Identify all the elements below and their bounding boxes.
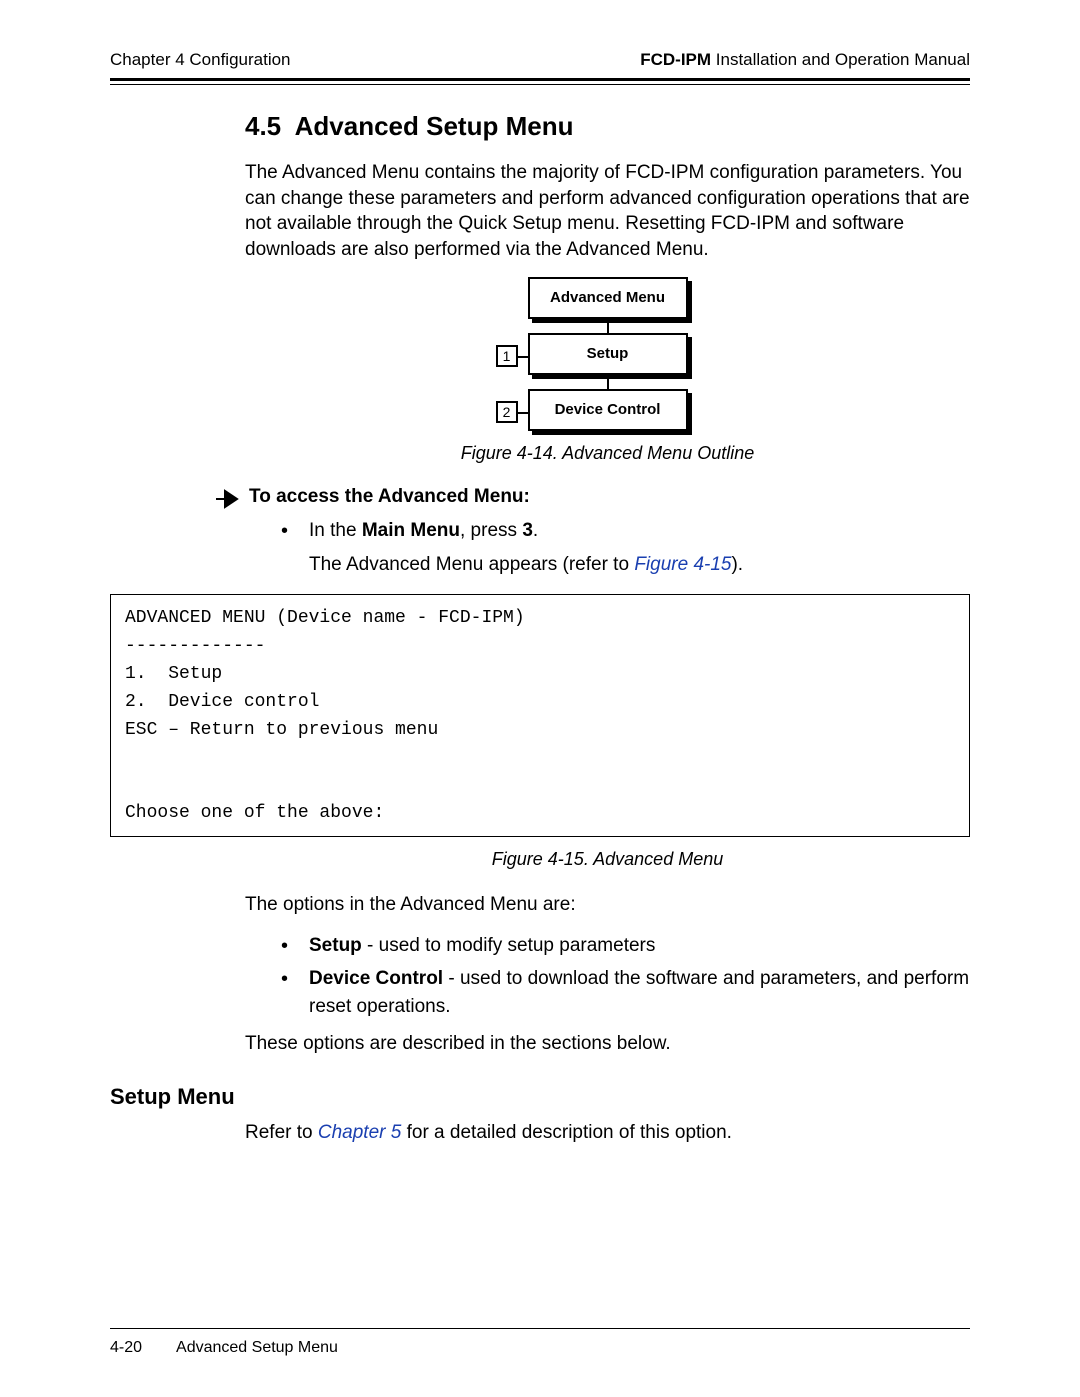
diagram-connector (607, 319, 609, 333)
footer-title: Advanced Setup Menu (176, 1339, 338, 1357)
menu-diagram: Advanced Menu 1 Setup 2 Device Control (245, 277, 970, 431)
page-footer: 4-20 Advanced Setup Menu (110, 1328, 970, 1357)
step-text: , press (460, 520, 522, 541)
diagram-node-advanced-menu: Advanced Menu (528, 277, 688, 319)
section-title: 4.5 Advanced Setup Menu (245, 111, 970, 142)
subsection-text: Refer to Chapter 5 for a detailed descri… (245, 1120, 970, 1146)
procedure-result: The Advanced Menu appears (refer to Figu… (309, 554, 970, 576)
diagram-node-tag: 2 (496, 401, 518, 423)
section-number: 4.5 (245, 111, 281, 141)
procedure-step: In the Main Menu, press 3. (281, 517, 970, 545)
header-right: FCD-IPM Installation and Operation Manua… (640, 50, 970, 70)
header-rule-thin (110, 84, 970, 85)
options-outro: These options are described in the secti… (245, 1031, 970, 1057)
step-bold: Main Menu (362, 520, 460, 541)
header-right-rest: Installation and Operation Manual (711, 50, 970, 69)
diagram-node-label: Advanced Menu (550, 289, 665, 306)
section-intro: The Advanced Menu contains the majority … (245, 160, 970, 263)
diagram-node-setup: 1 Setup (528, 333, 688, 375)
procedure-heading: To access the Advanced Menu: (249, 486, 530, 508)
options-intro: The options in the Advanced Menu are: (245, 892, 970, 918)
option-item-device-control: Device Control - used to download the so… (281, 965, 970, 1020)
option-bold: Device Control (309, 968, 443, 989)
figure-caption-14: Figure 4-14. Advanced Menu Outline (245, 443, 970, 464)
procedure-arrow-icon (215, 489, 241, 509)
chapter-link-5[interactable]: Chapter 5 (318, 1122, 401, 1143)
figure-caption-15: Figure 4-15. Advanced Menu (245, 849, 970, 870)
diagram-node-label: Setup (587, 345, 629, 362)
diagram-connector (607, 375, 609, 389)
diagram-node-tag: 1 (496, 345, 518, 367)
header-right-bold: FCD-IPM (640, 50, 711, 69)
section-name: Advanced Setup Menu (295, 111, 574, 141)
footer-page-number: 4-20 (110, 1339, 142, 1357)
subsection-suffix: for a detailed description of this optio… (401, 1122, 732, 1143)
subsection-title: Setup Menu (110, 1084, 970, 1110)
result-text: ). (731, 554, 743, 575)
option-text: - used to modify setup parameters (362, 935, 656, 956)
subsection-prefix: Refer to (245, 1122, 318, 1143)
option-bold: Setup (309, 935, 362, 956)
header-left: Chapter 4 Configuration (110, 50, 291, 70)
option-item-setup: Setup - used to modify setup parameters (281, 932, 970, 960)
step-bold: 3 (522, 520, 533, 541)
header-rule-thick (110, 78, 970, 81)
diagram-node-label: Device Control (555, 401, 661, 418)
footer-rule (110, 1328, 970, 1329)
diagram-node-device-control: 2 Device Control (528, 389, 688, 431)
step-text: In the (309, 520, 362, 541)
result-text: The Advanced Menu appears (refer to (309, 554, 634, 575)
step-text: . (533, 520, 538, 541)
figure-link-4-15[interactable]: Figure 4-15 (634, 554, 731, 575)
terminal-screen: ADVANCED MENU (Device name - FCD-IPM) --… (110, 594, 970, 837)
